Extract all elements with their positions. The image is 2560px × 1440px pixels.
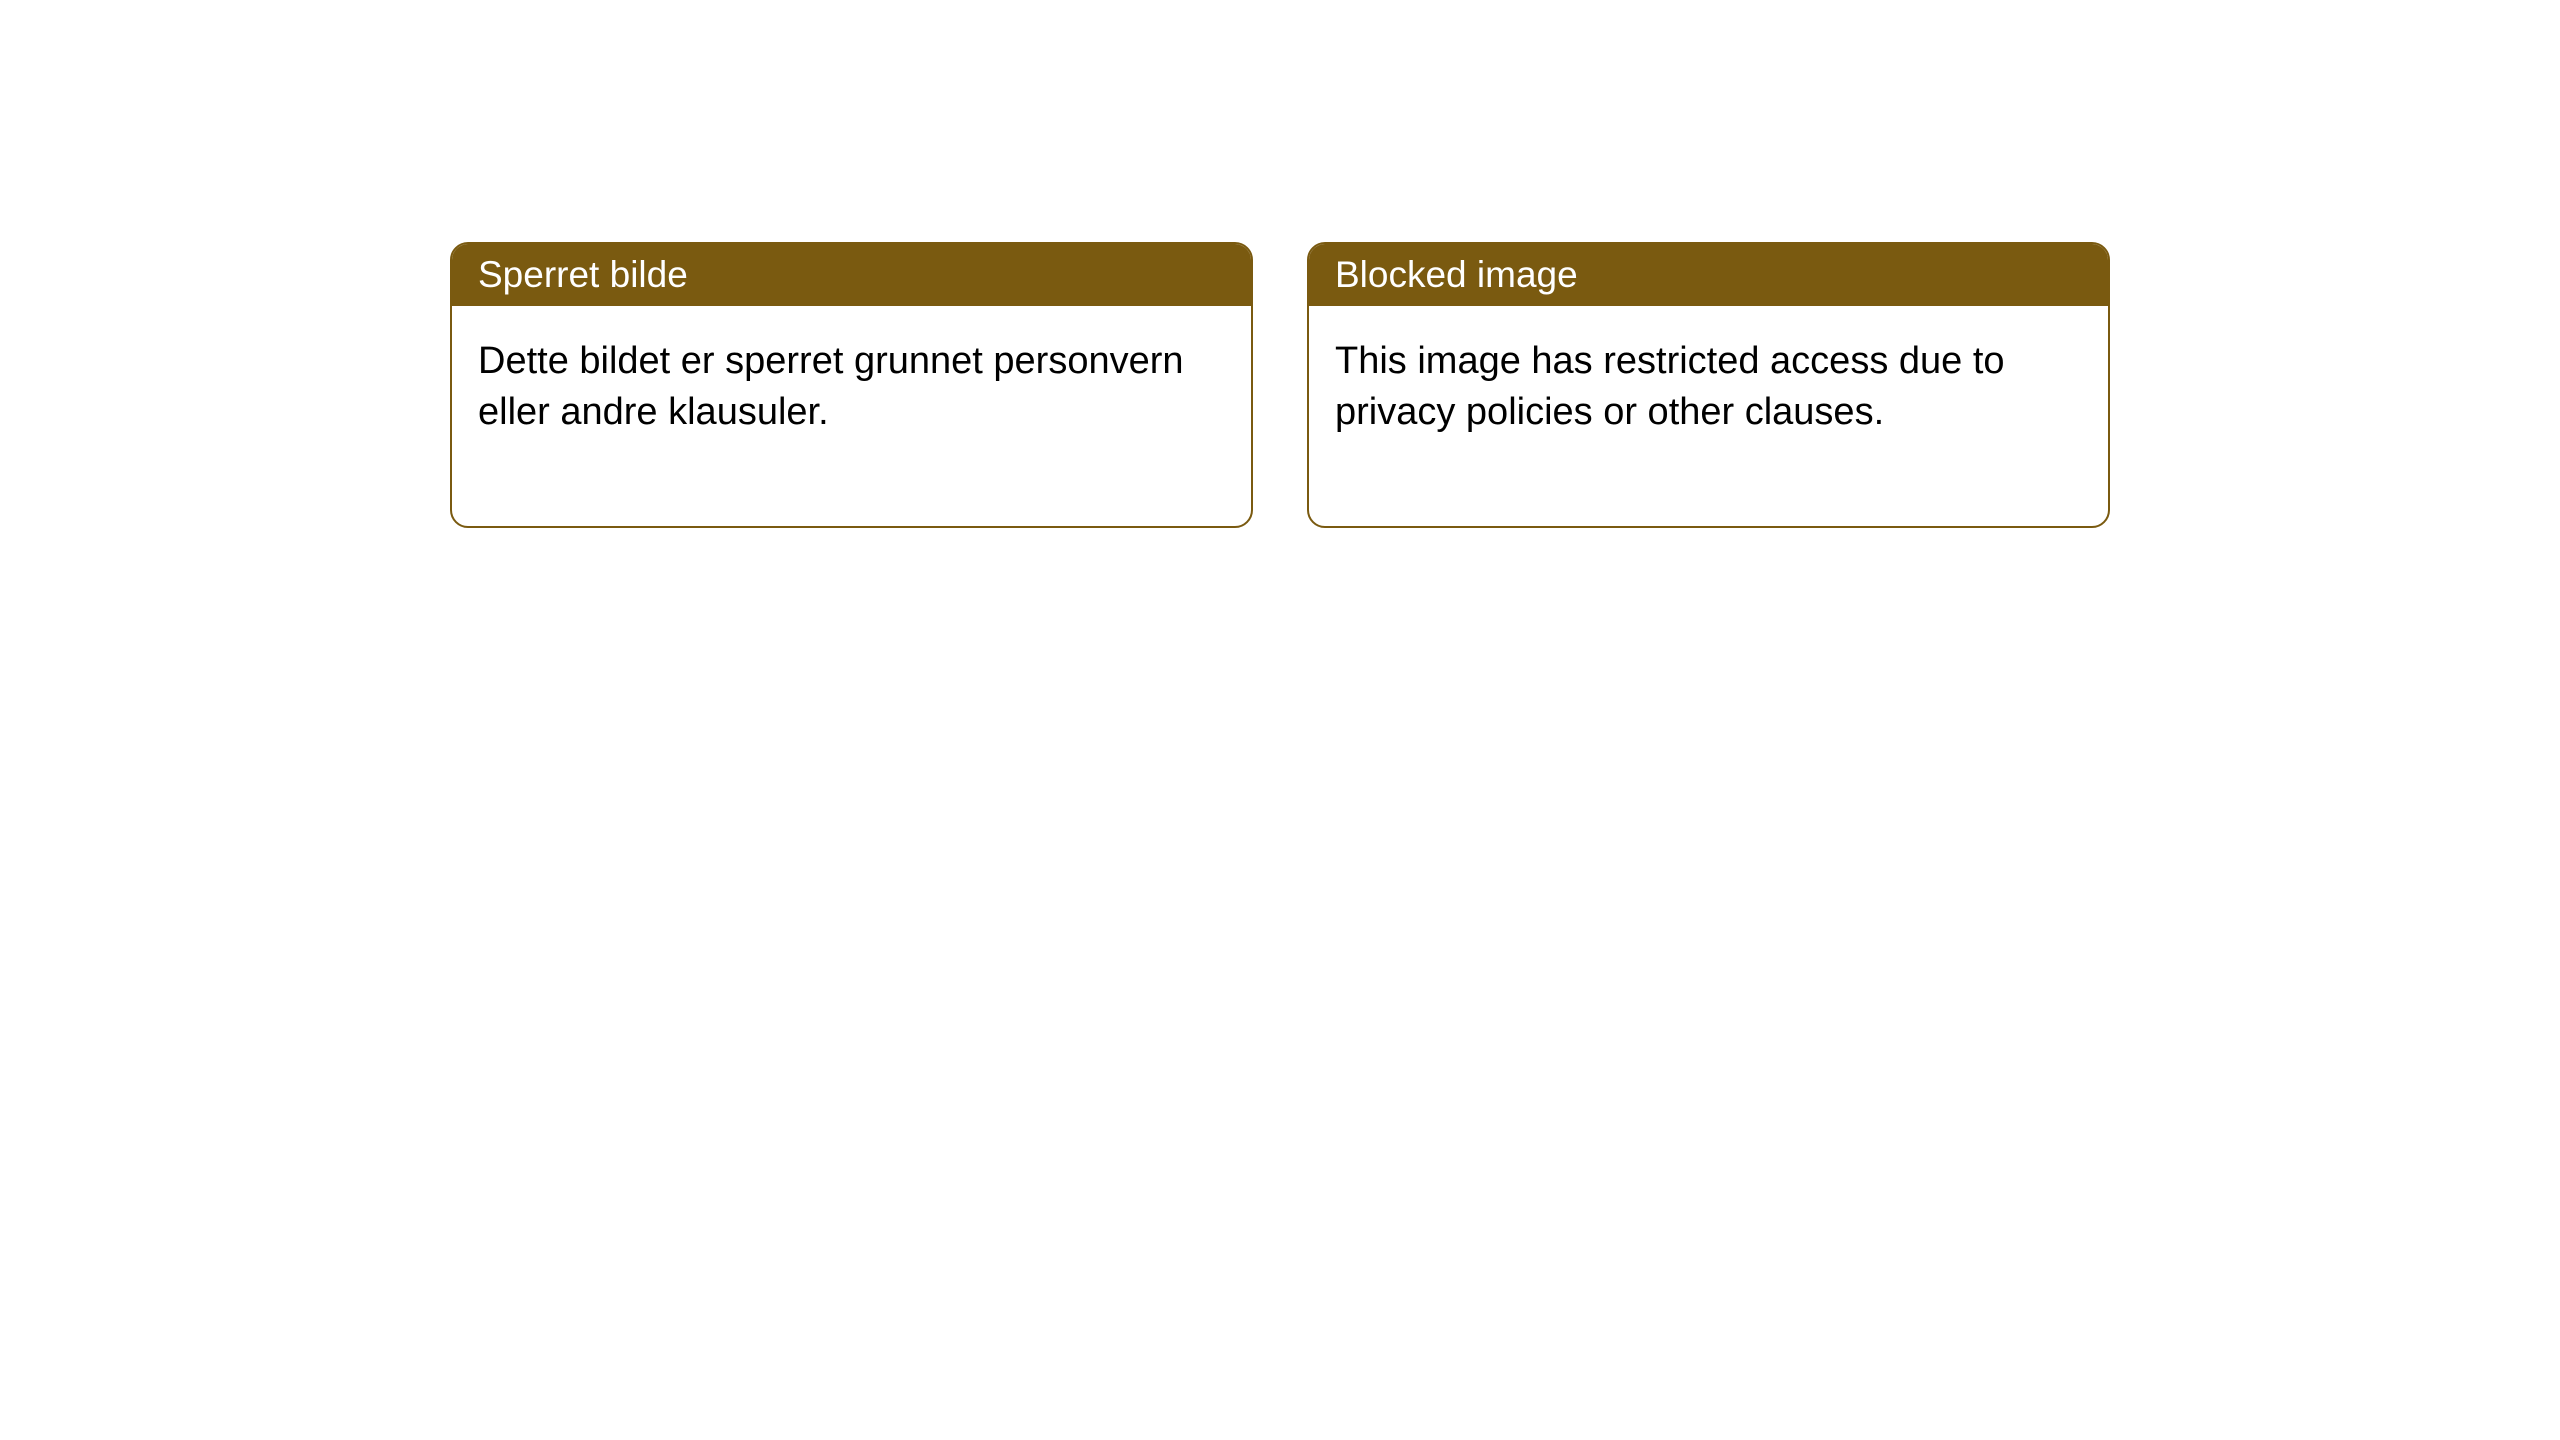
notice-header: Sperret bilde (452, 244, 1251, 306)
notice-container: Sperret bilde Dette bildet er sperret gr… (450, 242, 2110, 528)
notice-header: Blocked image (1309, 244, 2108, 306)
notice-title: Blocked image (1335, 254, 1578, 295)
notice-title: Sperret bilde (478, 254, 688, 295)
notice-body: Dette bildet er sperret grunnet personve… (452, 306, 1251, 526)
notice-body-text: This image has restricted access due to … (1335, 340, 2005, 433)
notice-box-norwegian: Sperret bilde Dette bildet er sperret gr… (450, 242, 1253, 528)
notice-body-text: Dette bildet er sperret grunnet personve… (478, 340, 1184, 433)
notice-body: This image has restricted access due to … (1309, 306, 2108, 526)
notice-box-english: Blocked image This image has restricted … (1307, 242, 2110, 528)
